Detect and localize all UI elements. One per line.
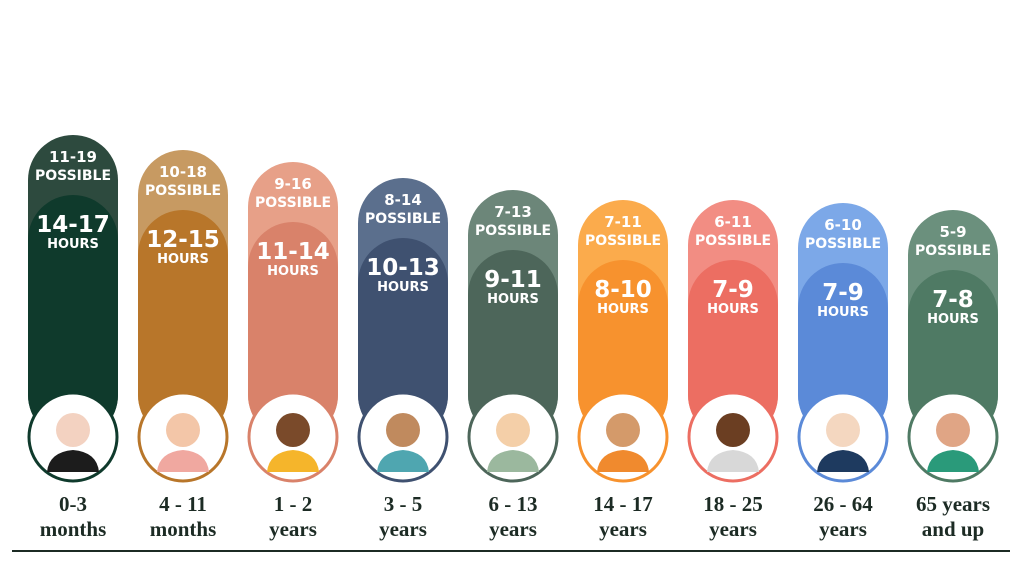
recommended-range: 10-13: [366, 255, 440, 281]
recommended-range: 9-11: [484, 267, 542, 293]
recommended-pill: [578, 260, 668, 440]
possible-range: 5-9: [939, 223, 966, 241]
age-label: years: [599, 517, 647, 541]
avatar-head: [936, 413, 970, 447]
possible-label: POSSIBLE: [695, 233, 771, 249]
age-label: 26 - 64: [813, 492, 873, 516]
avatar-head: [716, 413, 750, 447]
hours-label: HOURS: [47, 237, 99, 252]
avatar-body: [377, 450, 429, 472]
possible-label: POSSIBLE: [255, 195, 331, 211]
recommended-pill: [468, 250, 558, 440]
possible-range: 7-13: [494, 203, 532, 221]
recommended-range: 7-8: [932, 287, 974, 313]
recommended-range: 11-14: [256, 239, 330, 265]
possible-range: 11-19: [49, 148, 97, 166]
age-label: 6 - 13: [489, 492, 538, 516]
avatar-body: [267, 450, 319, 472]
possible-label: POSSIBLE: [805, 236, 881, 252]
possible-label: POSSIBLE: [585, 233, 661, 249]
possible-range: 6-11: [714, 213, 752, 231]
age-label: months: [40, 517, 107, 541]
age-label: years: [819, 517, 867, 541]
hours-label: HOURS: [487, 292, 539, 307]
avatar-head: [276, 413, 310, 447]
age-label: 0-3: [59, 492, 87, 516]
age-label: 1 - 2: [274, 492, 313, 516]
hours-label: HOURS: [597, 302, 649, 317]
hours-label: HOURS: [707, 302, 759, 317]
recommended-pill: [28, 195, 118, 440]
avatar-head: [606, 413, 640, 447]
avatar-body: [157, 450, 209, 472]
age-label: and up: [922, 517, 984, 541]
age-label: years: [709, 517, 757, 541]
avatar-head: [56, 413, 90, 447]
age-label: 65 years: [916, 492, 990, 516]
age-label: years: [489, 517, 537, 541]
avatar-head: [166, 413, 200, 447]
age-label: 18 - 25: [703, 492, 763, 516]
recommended-pill: [798, 263, 888, 440]
hours-label: HOURS: [377, 280, 429, 295]
age-label: years: [269, 517, 317, 541]
possible-range: 6-10: [824, 216, 862, 234]
recommended-range: 12-15: [146, 227, 220, 253]
age-label: 4 - 11: [159, 492, 207, 516]
possible-label: POSSIBLE: [475, 223, 551, 239]
avatar-head: [496, 413, 530, 447]
age-label: months: [150, 517, 217, 541]
possible-range: 10-18: [159, 163, 207, 181]
recommended-pill: [138, 210, 228, 440]
age-label: 3 - 5: [384, 492, 423, 516]
possible-label: POSSIBLE: [915, 243, 991, 259]
possible-label: POSSIBLE: [145, 183, 221, 199]
avatar-body: [597, 450, 649, 472]
possible-range: 7-11: [604, 213, 642, 231]
avatar-body: [707, 450, 759, 472]
age-label: years: [379, 517, 427, 541]
hours-label: HOURS: [927, 312, 979, 327]
avatar-body: [47, 450, 99, 472]
hours-label: HOURS: [267, 264, 319, 279]
recommended-range: 8-10: [594, 277, 652, 303]
possible-range: 9-16: [274, 175, 312, 193]
avatar-body: [817, 450, 869, 472]
recommended-pill: [248, 222, 338, 440]
recommended-pill: [358, 238, 448, 440]
recommended-range: 7-9: [712, 277, 754, 303]
recommended-range: 7-9: [822, 280, 864, 306]
avatar-body: [487, 450, 539, 472]
possible-range: 8-14: [384, 191, 422, 209]
possible-label: POSSIBLE: [35, 168, 111, 184]
recommended-range: 14-17: [36, 212, 110, 238]
hours-label: HOURS: [157, 252, 209, 267]
age-label: 14 - 17: [593, 492, 653, 516]
avatar-head: [386, 413, 420, 447]
possible-label: POSSIBLE: [365, 211, 441, 227]
avatar-body: [927, 450, 979, 472]
avatar-head: [826, 413, 860, 447]
recommended-pill: [688, 260, 778, 440]
hours-label: HOURS: [817, 305, 869, 320]
